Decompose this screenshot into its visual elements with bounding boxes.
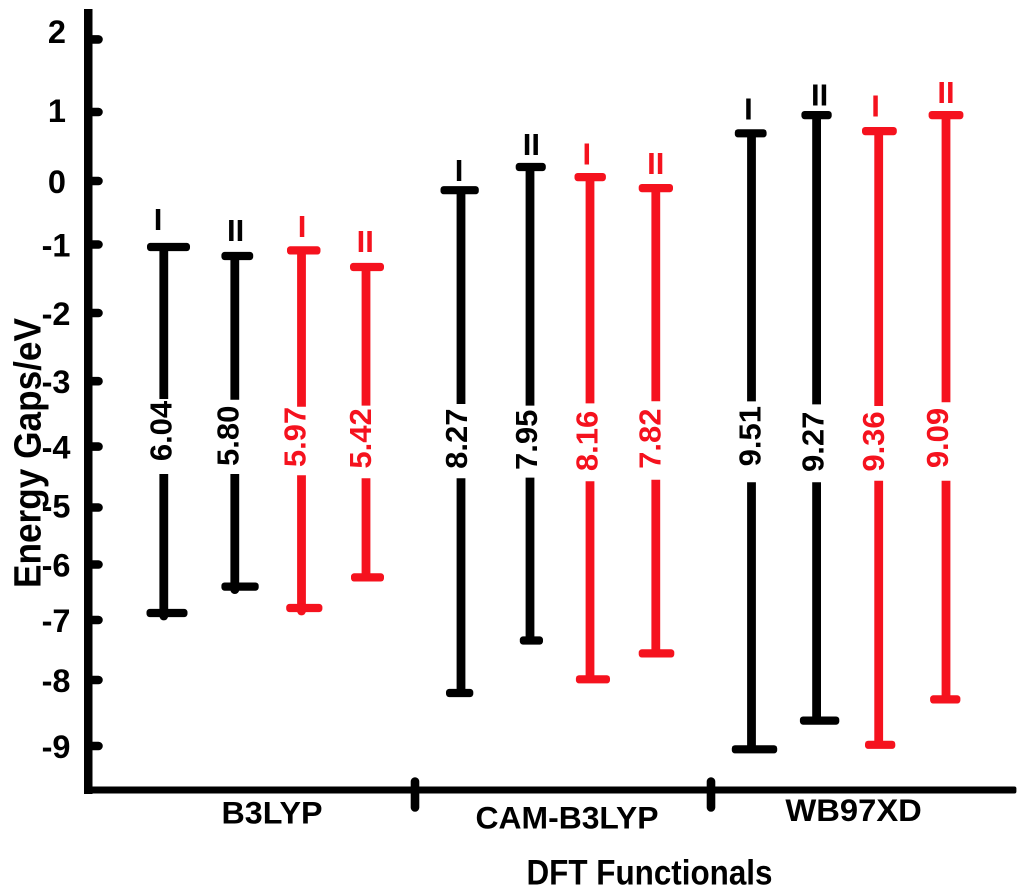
- svg-text:7.82: 7.82: [633, 409, 668, 469]
- svg-text:-2: -2: [42, 296, 71, 332]
- svg-text:-8: -8: [42, 663, 71, 699]
- svg-text:B3LYP: B3LYP: [222, 795, 323, 831]
- svg-text:7.95: 7.95: [509, 410, 544, 470]
- svg-text:I: I: [455, 153, 464, 188]
- svg-text:II: II: [357, 224, 374, 259]
- svg-text:DFT Functionals: DFT Functionals: [527, 854, 773, 893]
- svg-text:9.27: 9.27: [796, 412, 831, 472]
- svg-text:1: 1: [48, 93, 66, 129]
- svg-text:9.09: 9.09: [920, 408, 955, 468]
- svg-text:II: II: [937, 75, 954, 110]
- svg-text:I: I: [744, 92, 753, 127]
- svg-text:0: 0: [48, 164, 66, 200]
- svg-text:-6: -6: [42, 547, 71, 583]
- svg-text:5.42: 5.42: [343, 408, 378, 468]
- svg-text:6.04: 6.04: [144, 400, 179, 461]
- svg-text:5.97: 5.97: [277, 407, 312, 467]
- svg-text:II: II: [227, 213, 244, 248]
- svg-text:CAM-B3LYP: CAM-B3LYP: [476, 799, 659, 835]
- svg-text:-7: -7: [42, 603, 71, 639]
- svg-text:8.27: 8.27: [439, 409, 474, 469]
- svg-text:II: II: [523, 127, 540, 162]
- svg-text:8.16: 8.16: [570, 411, 605, 471]
- svg-text:9.36: 9.36: [856, 411, 891, 471]
- svg-text:-5: -5: [42, 488, 71, 524]
- svg-text:-4: -4: [42, 429, 71, 465]
- svg-text:I: I: [154, 202, 163, 237]
- svg-text:2: 2: [48, 14, 66, 50]
- svg-text:9.51: 9.51: [732, 406, 767, 466]
- svg-text:Energy Gaps/eV: Energy Gaps/eV: [8, 317, 50, 588]
- svg-text:-9: -9: [42, 729, 71, 765]
- svg-text:5.80: 5.80: [211, 406, 246, 466]
- svg-text:-1: -1: [42, 227, 71, 263]
- svg-text:I: I: [582, 137, 591, 172]
- svg-text:WB97XD: WB97XD: [785, 792, 922, 828]
- svg-text:-3: -3: [42, 364, 71, 400]
- svg-text:I: I: [871, 89, 880, 124]
- svg-text:I: I: [298, 209, 307, 244]
- svg-text:II: II: [647, 146, 664, 181]
- svg-text:II: II: [811, 78, 828, 113]
